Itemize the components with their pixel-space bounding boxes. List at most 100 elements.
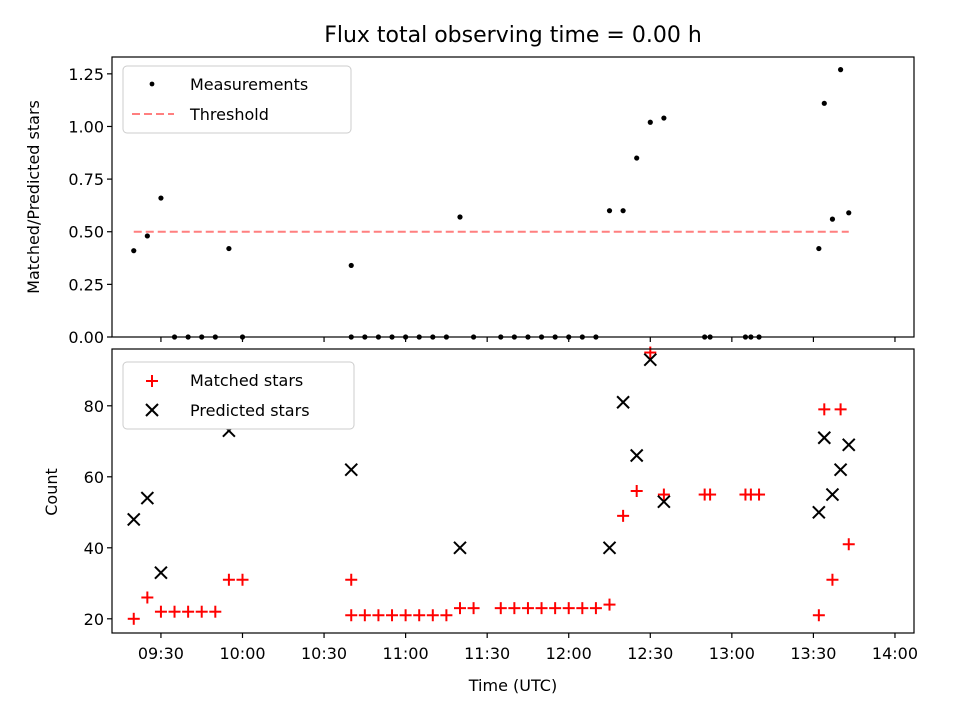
bottom-x-tick-label: 12:00 xyxy=(546,644,592,663)
matched-star-point xyxy=(826,573,839,586)
predicted-star-point xyxy=(616,395,630,409)
predicted-star-point xyxy=(453,541,467,555)
top-axes-frame xyxy=(111,56,915,338)
matched-star-point xyxy=(453,602,466,615)
measurement-point xyxy=(837,67,844,73)
bottom-axes-frame xyxy=(111,348,915,634)
measurement-point xyxy=(829,216,836,222)
legend-threshold-label: Threshold xyxy=(189,105,269,124)
matched-star-point xyxy=(603,598,616,611)
measurement-point xyxy=(158,195,164,201)
bottom-panel: 20 40 60 80 09:30 10:00 10:30 11:00 11:30 12:00 1… xyxy=(42,346,918,695)
matched-star-point xyxy=(372,609,385,622)
bottom-x-tick-label: 11:30 xyxy=(464,644,510,663)
predicted-star-point xyxy=(817,431,831,445)
matched-star-point xyxy=(589,602,602,615)
matched-star-point xyxy=(358,609,371,622)
bottom-x-tick-label: 12:30 xyxy=(627,644,673,663)
measurement-point xyxy=(661,115,667,121)
top-y-tick-label: 0.75 xyxy=(68,170,104,189)
bottom-x-tick-label: 14:00 xyxy=(872,644,918,663)
matched-star-point xyxy=(834,403,847,416)
top-y-tick-label: 1.00 xyxy=(68,117,104,136)
legend-predicted-marker xyxy=(145,403,159,417)
matched-star-point xyxy=(521,602,534,615)
legend-measurements-label: Measurements xyxy=(190,75,308,94)
matched-star-point xyxy=(399,609,412,622)
legend-matched-label: Matched stars xyxy=(190,371,303,390)
matched-star-point xyxy=(535,602,548,615)
top-chart-title: Flux total observing time = 0.00 h xyxy=(324,23,702,48)
matched-star-point xyxy=(386,609,399,622)
measurement-point xyxy=(821,100,827,106)
top-legend: Measurements Threshold xyxy=(122,65,352,134)
matched-star-point xyxy=(182,605,195,618)
matched-star-point xyxy=(195,605,208,618)
bottom-x-tick-label: 11:00 xyxy=(383,644,429,663)
top-y-axis-label: Matched/Predicted stars xyxy=(24,100,43,294)
predicted-star-point xyxy=(629,448,644,463)
measurement-point xyxy=(348,262,354,269)
bottom-x-tick-label: 10:30 xyxy=(301,644,347,663)
matched-star-point xyxy=(657,488,670,501)
matched-star-point xyxy=(508,602,521,615)
matched-star-point xyxy=(168,605,181,618)
measurement-point xyxy=(846,210,852,216)
top-panel: 0.00 0.25 0.50 0.75 1.00 1.25 Matched/Predict… xyxy=(24,56,915,347)
bottom-x-tick-label: 10:00 xyxy=(219,644,265,663)
predicted-star-point xyxy=(825,487,840,502)
measurement-point xyxy=(816,245,822,252)
matched-star-point xyxy=(494,602,507,615)
measurement-point xyxy=(620,208,626,214)
predicted-star-point xyxy=(602,541,617,555)
matched-star-point xyxy=(562,602,575,615)
measurement-point xyxy=(144,233,150,239)
predicted-star-point xyxy=(140,491,155,505)
bottom-y-tick-label: 60 xyxy=(84,468,104,487)
bottom-x-tick-label: 09:30 xyxy=(138,644,184,663)
matched-star-point xyxy=(630,485,643,497)
measurement-point xyxy=(131,248,137,254)
matched-star-point xyxy=(753,488,766,501)
bottom-y-ticks: 20 40 60 80 xyxy=(84,397,112,629)
measurement-point xyxy=(457,214,463,220)
predicted-star-point xyxy=(812,505,826,520)
matched-star-point xyxy=(842,538,855,551)
top-y-ticks: 0.00 0.25 0.50 0.75 1.00 1.25 xyxy=(68,65,112,347)
matched-star-point xyxy=(576,602,589,615)
measurement-point xyxy=(226,245,232,252)
bottom-y-tick-label: 80 xyxy=(84,397,104,416)
matched-star-point xyxy=(413,609,426,622)
predicted-star-point xyxy=(657,494,671,509)
legend-predicted-label: Predicted stars xyxy=(190,401,310,420)
matched-star-point xyxy=(426,609,439,622)
matched-star-point xyxy=(812,609,825,622)
matched-star-point xyxy=(141,591,154,604)
legend-measurements-marker xyxy=(149,81,155,87)
predicted-star-point xyxy=(154,565,168,580)
matched-star-point xyxy=(440,609,453,622)
bottom-x-ticks: 09:30 10:00 10:30 11:00 11:30 12:00 12:30 13:00… xyxy=(138,633,918,663)
bottom-legend-box xyxy=(122,361,355,430)
measurement-point xyxy=(606,208,613,214)
top-y-tick-label: 0.00 xyxy=(68,328,104,347)
matched-star-point xyxy=(127,612,140,625)
bottom-marks xyxy=(127,346,856,625)
bottom-y-tick-label: 20 xyxy=(84,610,104,629)
top-marks xyxy=(131,67,852,340)
predicted-star-point xyxy=(127,512,141,527)
bottom-x-axis-label: Time (UTC) xyxy=(468,676,557,695)
predicted-star-point xyxy=(842,438,856,452)
bottom-y-axis-label: Count xyxy=(42,468,61,516)
matched-star-point xyxy=(236,573,249,586)
predicted-star-point xyxy=(344,462,358,477)
top-legend-box xyxy=(122,65,352,134)
matched-star-point xyxy=(222,573,235,586)
matched-star-point xyxy=(345,573,358,586)
matched-star-point xyxy=(617,509,630,522)
top-y-tick-label: 0.50 xyxy=(68,223,104,242)
measurement-point xyxy=(647,119,653,125)
legend-matched-marker xyxy=(146,375,158,387)
matched-star-point xyxy=(154,605,167,618)
